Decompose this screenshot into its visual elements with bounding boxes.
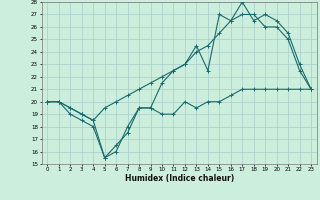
- X-axis label: Humidex (Indice chaleur): Humidex (Indice chaleur): [124, 174, 234, 183]
